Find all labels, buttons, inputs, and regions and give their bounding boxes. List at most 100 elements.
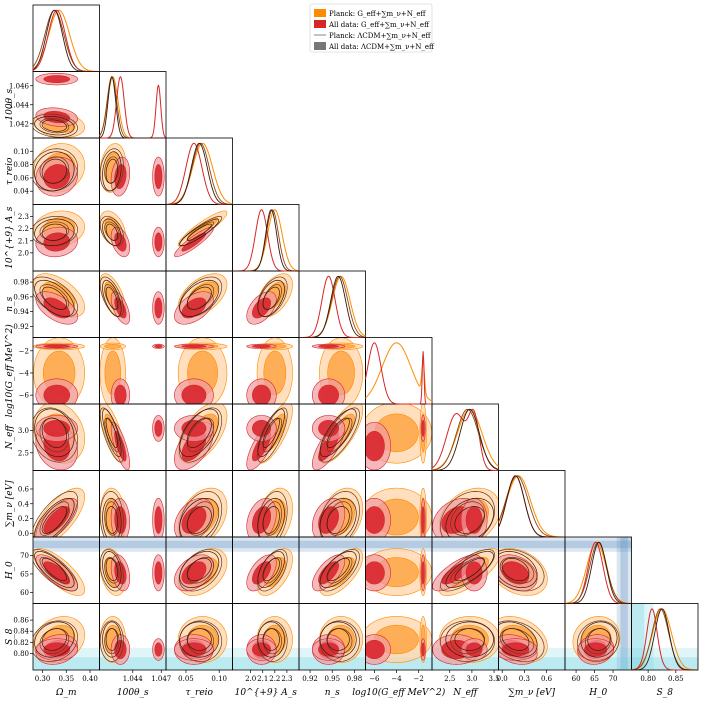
panel-neff-vs-as xyxy=(232,403,300,471)
left-tick-label-geff: −2 xyxy=(19,347,29,355)
contour68-all-lcdm xyxy=(454,628,485,651)
left-tick-label-ns: 0.98 xyxy=(13,279,29,287)
contour68-all-geff xyxy=(114,384,127,404)
contour95-all-lcdm xyxy=(257,551,285,588)
contour95-planck-lcdm xyxy=(33,113,78,138)
left-tick-label-as: 2.1 xyxy=(18,237,29,245)
contour68-all-lcdm xyxy=(501,628,530,651)
contour95-all-lcdm xyxy=(257,497,285,537)
panel-s8-vs-tau xyxy=(165,603,233,671)
contour68-all-lcdm xyxy=(105,158,118,184)
contour68-planck-lcdm xyxy=(450,501,485,536)
contour68-all-geff-mode2 xyxy=(154,561,163,585)
legend-label: Planck: G_eff+∑m_ν+N_eff xyxy=(329,10,426,18)
contour68-all-geff-mode2 xyxy=(43,344,71,349)
contour68-planck-lcdm xyxy=(39,501,70,536)
contour95-planck-lcdm xyxy=(439,549,495,592)
contour68-all-lcdm xyxy=(105,628,118,651)
left-tick-label-as: 2.2 xyxy=(18,225,29,233)
contour68-all-lcdm xyxy=(262,628,280,651)
panel-frame xyxy=(431,403,499,471)
x-axis-label-s8: S_8 xyxy=(657,688,674,698)
x-axis-label-h0: H_0 xyxy=(588,688,607,698)
panel-h0-vs-geff xyxy=(365,536,433,604)
bottom-tick-label-mnu: 0.3 xyxy=(519,675,530,683)
contour68-planck-lcdm xyxy=(262,501,282,536)
posterior-all-lcdm xyxy=(498,475,565,538)
panel-h0-vs-tau xyxy=(165,536,233,604)
posterior-all-lcdm xyxy=(631,608,698,671)
contour68-all-lcdm xyxy=(186,557,212,582)
y-axis-label-tau: τ_reio xyxy=(5,157,15,185)
posterior-all-geff xyxy=(165,142,233,205)
contour95-planck-lcdm xyxy=(33,407,78,463)
contour95-all-lcdm xyxy=(319,497,357,537)
contour68-all-geff xyxy=(181,297,207,319)
bottom-tick-label-neff: 3.5 xyxy=(488,675,499,683)
left-tick-label-neff: 3.0 xyxy=(18,427,29,435)
panel-geff-vs-tau xyxy=(165,337,233,405)
left-tick-label-mnu: 0.2 xyxy=(18,515,29,523)
contour95-planck-lcdm xyxy=(99,148,124,192)
contour68-all-geff-mode2 xyxy=(252,344,271,349)
contour95-all-lcdm xyxy=(580,621,618,658)
posterior-all-lcdm xyxy=(166,142,233,205)
legend-swatch xyxy=(314,42,326,50)
contour95-planck-lcdm xyxy=(99,620,124,662)
left-tick-label-mnu: 0.6 xyxy=(18,485,30,493)
contour68-all-lcdm xyxy=(41,417,67,448)
contour68-all-geff-mode2 xyxy=(421,420,425,437)
contour68-planck-lcdm xyxy=(104,556,120,584)
diag-h0 xyxy=(564,536,632,604)
posterior-planck-geff xyxy=(232,209,300,272)
bottom-tick-label-h0: 60 xyxy=(572,675,581,683)
contour68-all-geff-mode2 xyxy=(421,561,425,585)
contour95-all-lcdm xyxy=(179,621,220,658)
contour68-all-geff-mode2 xyxy=(154,642,163,657)
bottom-tick-label-h0: 65 xyxy=(590,675,599,683)
contour68-all-lcdm xyxy=(186,506,212,534)
contour68-all-lcdm xyxy=(41,506,68,534)
contour95-all-lcdm xyxy=(179,551,220,588)
posterior-planck-geff xyxy=(165,142,233,205)
contour68-all-geff-mode2 xyxy=(154,420,163,437)
contour68-all-lcdm xyxy=(326,506,350,534)
panel-s8-vs-h0 xyxy=(564,603,632,671)
contour95-planck-lcdm xyxy=(179,549,223,592)
contour68-all-geff xyxy=(43,506,71,534)
contour95-planck-lcdm xyxy=(33,491,78,537)
contour68-all-geff xyxy=(114,639,127,660)
contour68-all-geff-mode2 xyxy=(252,642,271,657)
panel-s8-vs-ns xyxy=(298,603,366,671)
contour68-all-lcdm xyxy=(186,628,212,651)
contour95-all-lcdm xyxy=(179,408,220,458)
bottom-tick-label-mnu: 0.0 xyxy=(497,675,508,683)
bottom-tick-label-neff: 2.5 xyxy=(444,675,455,683)
contour95-planck-lcdm xyxy=(319,407,360,463)
posterior-all-geff xyxy=(299,275,366,338)
contour68-all-lcdm xyxy=(105,223,118,241)
contour95-planck-lcdm xyxy=(99,215,124,247)
panel-geff-vs-ns xyxy=(298,337,366,405)
contour68-planck-lcdm xyxy=(187,501,215,536)
left-tick-label-tau: 0.10 xyxy=(13,148,29,156)
band-h0-2sigma xyxy=(33,537,632,552)
panel-s8-vs-theta xyxy=(99,603,167,671)
left-tick-label-geff: −6 xyxy=(19,392,30,400)
bottom-tick-label-geff: −4 xyxy=(391,675,402,683)
diag-om xyxy=(32,4,100,72)
bottom-tick-label-s8: 0.80 xyxy=(640,675,656,683)
contour68-planck-lcdm xyxy=(262,417,282,453)
contour95-planck-lcdm xyxy=(33,276,78,318)
contour68-planck-lcdm xyxy=(326,501,353,536)
y-axis-label-mnu: ∑m_ν [eV] xyxy=(5,480,15,527)
contour95-planck-lcdm xyxy=(257,620,288,662)
panel-h0-vs-om xyxy=(32,536,100,604)
contour68-all-lcdm xyxy=(41,286,67,310)
left-tick-label-s8: 0.84 xyxy=(13,628,29,636)
panel-frame xyxy=(32,4,100,72)
legend-box xyxy=(309,3,433,53)
contour68-all-geff-mode2 xyxy=(154,164,163,189)
posterior-planck-lcdm xyxy=(498,475,565,538)
